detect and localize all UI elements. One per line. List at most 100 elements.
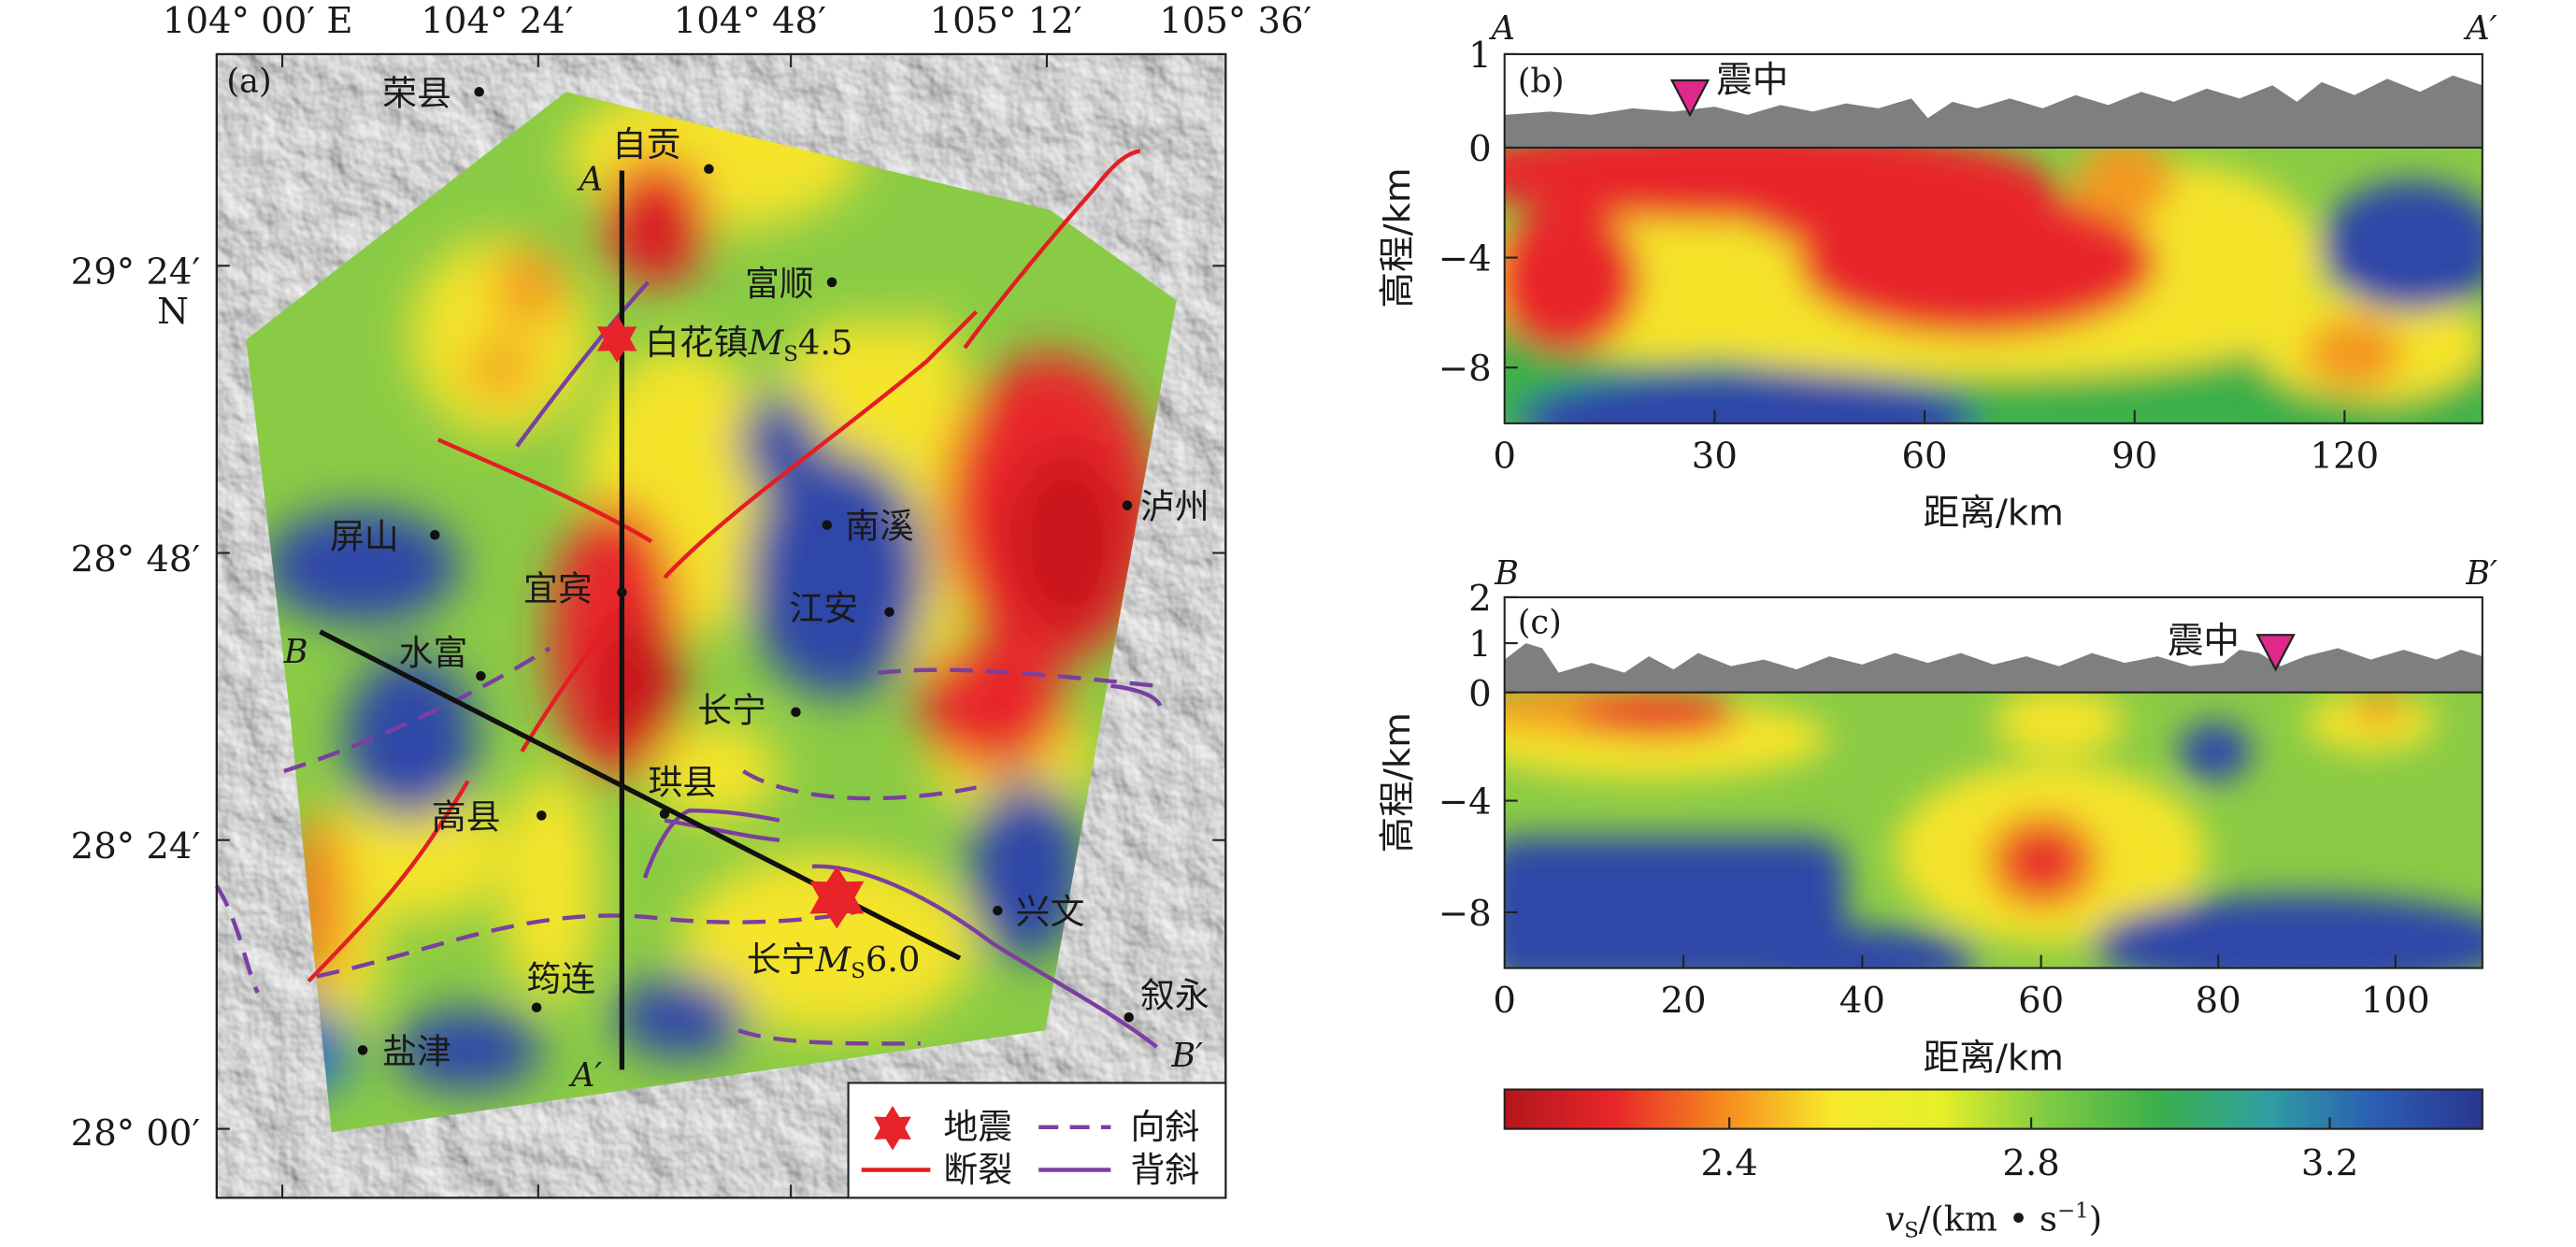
city-fushun: 富顺 (745, 264, 814, 304)
city-labels: 荣县 自贡 富顺 屏山 南溪 泸州 宜宾 江安 水富 长宁 高县 珙县 兴文 筠… (330, 73, 1209, 1071)
syncline-lines (214, 646, 1157, 1046)
quake-label-baihua: 白花镇MS4.5 (645, 322, 853, 366)
map-ticks (216, 53, 1226, 1198)
city-dots (357, 87, 1135, 1055)
profile-c-start: B (1494, 554, 1519, 593)
c-xtick-2: 40 (1839, 980, 1885, 1022)
city-yibin: 宜宾 (523, 568, 593, 609)
lat-tick-0: 29° 24′ (71, 251, 201, 294)
profile-c-frame (1503, 595, 2483, 969)
quake-star-baihua (596, 315, 637, 363)
profile-b-epicenter-marker (1669, 79, 1710, 118)
legend-quake-icon (874, 1106, 911, 1151)
b-xtick-2: 60 (1901, 435, 1947, 477)
city-junlian: 筠连 (527, 959, 596, 999)
profile-b-panel: 1 0 −4 −8 0 30 60 90 120 距离/km 高程/km (b)… (1377, 9, 2497, 535)
profile-b-end: A′ (2463, 9, 2497, 48)
c-ytick-0: 2 (1468, 578, 1492, 620)
city-zigong: 自贡 (612, 124, 681, 165)
label-A-end: A′ (568, 1056, 602, 1095)
profile-b-start: A (1489, 9, 1515, 48)
map-frame (215, 52, 1227, 1199)
profile-c-topography (1504, 643, 2483, 693)
city-luzhou: 泸州 (1140, 487, 1209, 527)
legend-quake-label: 地震 (943, 1107, 1012, 1147)
legend-fault-label: 断裂 (943, 1150, 1012, 1190)
profile-c-end: B′ (2465, 554, 2497, 593)
colorbar-tick-labels: 2.4 2.8 3.2 (1700, 1142, 2358, 1184)
colorbar-ticks (1728, 1117, 2331, 1129)
legend-anticline-label: 背斜 (1130, 1150, 1199, 1190)
city-yanjin: 盐津 (382, 1031, 451, 1071)
anticline-lines (515, 280, 1163, 1049)
city-shuifu: 水富 (399, 633, 468, 673)
cbar-tick-2: 3.2 (2301, 1142, 2358, 1184)
profile-c-field (1504, 692, 2483, 968)
city-changning: 长宁 (697, 690, 766, 730)
profile-c-xlabel: 距离/km (1924, 1037, 2064, 1079)
profile-c-ylabel: 高程/km (1377, 712, 1419, 853)
c-xtick-5: 100 (2361, 980, 2430, 1022)
profile-c-label: (c) (1518, 604, 1562, 642)
profile-b-epicenter-label: 震中 (1716, 59, 1788, 101)
c-ytick-1: 1 (1468, 624, 1492, 666)
profile-c-epicenter-label: 震中 (2168, 621, 2240, 663)
label-B: B (283, 633, 308, 671)
lon-labels: 104° 00′ E 104° 24′ 104° 48′ 105° 12′ 10… (163, 0, 1312, 42)
city-gongxian: 珙县 (648, 763, 717, 803)
city-xingwen: 兴文 (1016, 892, 1085, 932)
city-xuyong: 叙永 (1140, 976, 1209, 1016)
profile-b-ylabel: 高程/km (1377, 167, 1419, 308)
quake-label-changning: 长宁MS6.0 (747, 939, 921, 983)
lon-tick-0: 104° 00′ E (163, 0, 353, 42)
city-pingshan: 屏山 (330, 516, 399, 556)
lat-tick-2: 28° 24′ (71, 825, 201, 867)
lon-tick-4: 105° 36′ (1159, 0, 1311, 42)
c-ytick-2: 0 (1468, 673, 1492, 715)
c-ytick-4: −8 (1438, 893, 1492, 935)
fault-lines (307, 149, 1141, 983)
colorbar-gradient (1503, 1088, 2483, 1130)
profile-b-x-labels: 0 30 60 90 120 (1493, 435, 2379, 477)
colorbar: 2.4 2.8 3.2 vS/(km • s−1) (1503, 1088, 2483, 1242)
profile-b-xlabel: 距离/km (1924, 493, 2064, 535)
b-ytick-0: 1 (1468, 35, 1492, 77)
profile-b-topography (1504, 75, 2483, 148)
city-rongxian: 荣县 (382, 73, 451, 113)
city-jiangan: 江安 (789, 588, 858, 628)
lat-labels: 29° 24′ N 28° 48′ 28° 24′ 28° 00′ (71, 251, 201, 1155)
profile-b-frame (1503, 52, 2483, 424)
b-xtick-1: 30 (1692, 435, 1738, 477)
b-ytick-2: −4 (1438, 238, 1492, 280)
colorbar-label: vS/(km • s−1) (1884, 1198, 2102, 1242)
b-xtick-0: 0 (1493, 435, 1516, 477)
label-A: A (577, 161, 603, 199)
c-xtick-4: 80 (2196, 980, 2241, 1022)
profile-b-y-labels: 1 0 −4 −8 (1438, 35, 1492, 390)
lon-tick-2: 104° 48′ (674, 0, 826, 42)
label-B-end: B′ (1170, 1037, 1203, 1075)
profile-b-field (1504, 147, 2483, 423)
b-xtick-4: 120 (2311, 435, 2380, 477)
profile-b-ticks (1504, 52, 2346, 423)
quake-star-changning (809, 866, 865, 929)
b-xtick-3: 90 (2111, 435, 2157, 477)
panel-a-label: (a) (226, 62, 271, 100)
b-ytick-3: −8 (1438, 348, 1492, 390)
city-gaoxian: 高县 (432, 796, 501, 837)
profile-b-label: (b) (1518, 62, 1565, 100)
lat-tick-3: 28° 00′ (71, 1112, 201, 1154)
lon-tick-1: 104° 24′ (421, 0, 573, 42)
lat-tick-1: 28° 48′ (71, 538, 201, 580)
profile-c-panel: 2 1 0 −4 −8 0 20 40 60 80 100 距离/km 高程/k… (1377, 554, 2497, 1080)
c-ytick-3: −4 (1438, 781, 1492, 824)
b-ytick-1: 0 (1468, 128, 1492, 170)
profile-c-x-labels: 0 20 40 60 80 100 (1493, 980, 2429, 1022)
c-xtick-0: 0 (1493, 980, 1516, 1022)
legend-box (847, 1082, 1227, 1199)
velocity-field (246, 92, 1177, 1133)
c-xtick-3: 60 (2018, 980, 2064, 1022)
cbar-tick-0: 2.4 (1700, 1142, 1757, 1184)
map-legend: 地震 向斜 断裂 背斜 (847, 1082, 1227, 1199)
